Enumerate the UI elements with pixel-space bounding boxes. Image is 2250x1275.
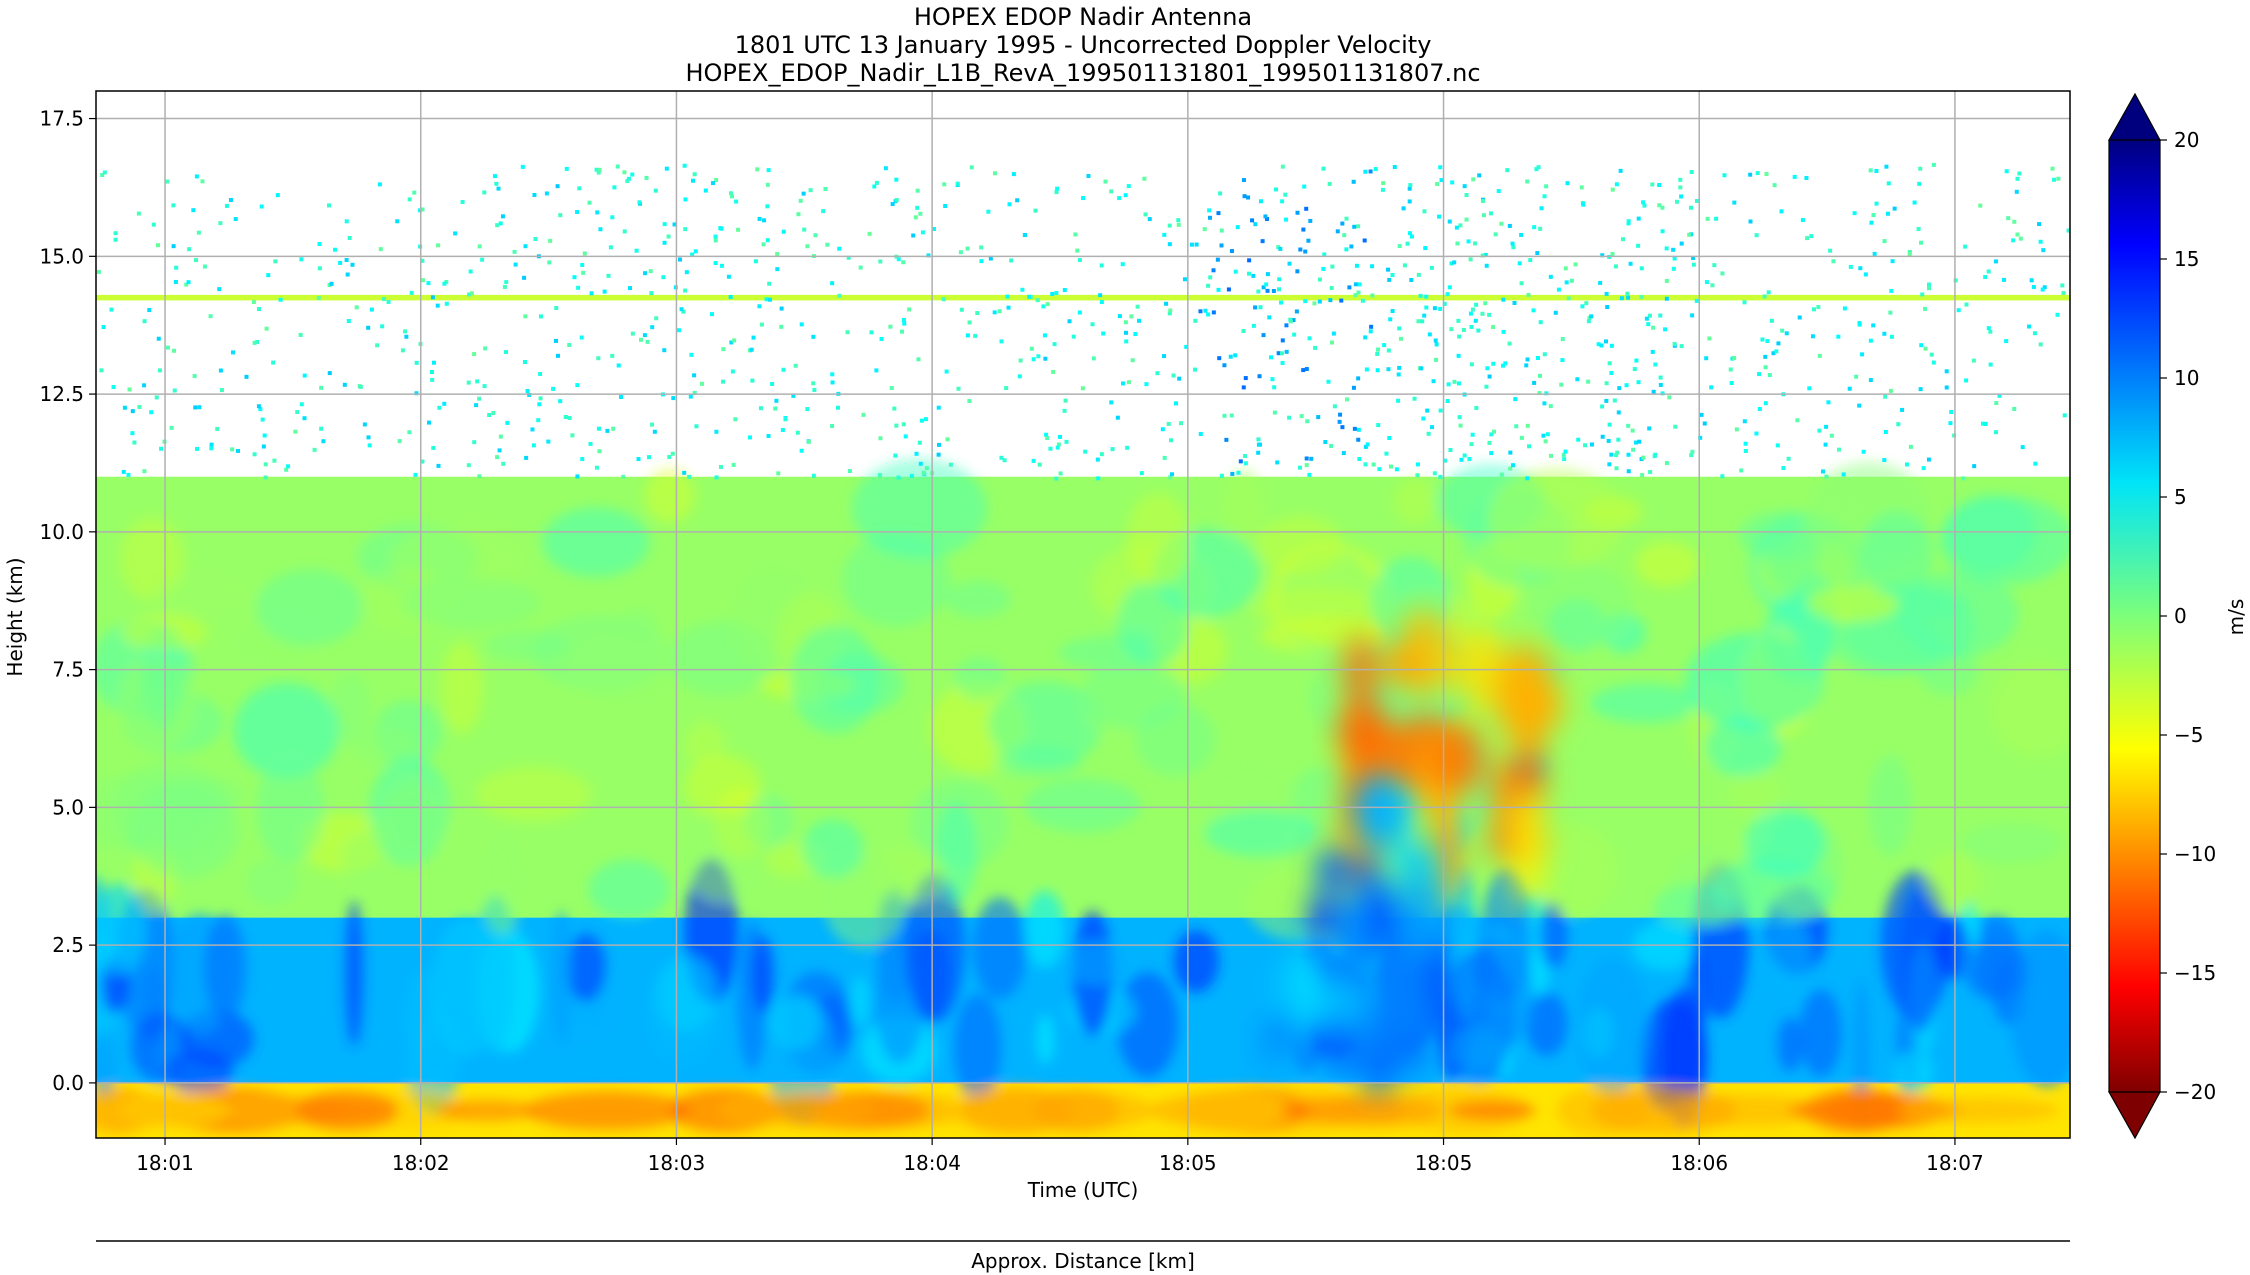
chart-title-line-3: HOPEX_EDOP_Nadir_L1B_RevA_199501131801_1… xyxy=(685,59,1480,87)
y-tick-label: 15.0 xyxy=(39,244,84,268)
colorbar-tick-label: 10 xyxy=(2174,366,2199,390)
y-tick-label: 17.5 xyxy=(39,107,84,131)
colorbar-gradient xyxy=(2108,139,2161,1093)
colorbar-tick-label: −20 xyxy=(2174,1080,2216,1104)
y-tick-label: 0.0 xyxy=(52,1071,84,1095)
colorbar-tick-label: 15 xyxy=(2174,247,2199,271)
x-axis-label: Time (UTC) xyxy=(1027,1178,1139,1202)
plot-area xyxy=(96,91,2070,1138)
x-tick-label: 18:05 xyxy=(1159,1151,1217,1175)
y-tick-label: 5.0 xyxy=(52,795,84,819)
feature-updraft-core xyxy=(1335,609,1564,905)
y-tick-label: 12.5 xyxy=(39,382,84,406)
x-tick-label: 18:07 xyxy=(1926,1151,1984,1175)
x-tick-label: 18:01 xyxy=(136,1151,194,1175)
distance-axis-label: Approx. Distance [km] xyxy=(971,1249,1195,1273)
velocity-texture xyxy=(96,458,2070,1136)
y-tick-label: 2.5 xyxy=(52,933,84,957)
chart-title-line-1: HOPEX EDOP Nadir Antenna xyxy=(914,3,1252,31)
y-axis-label: Height (km) xyxy=(3,557,27,676)
feature-downdraft-core xyxy=(1259,772,1452,1095)
colorbar-label: m/s xyxy=(2224,599,2248,636)
chart-title-line-2: 1801 UTC 13 January 1995 - Uncorrected D… xyxy=(735,31,1432,59)
y-tick-label: 10.0 xyxy=(39,520,84,544)
colorbar-extend-min xyxy=(2107,1091,2162,1140)
colorbar-tick-label: 5 xyxy=(2174,485,2187,509)
x-tick-label: 18:02 xyxy=(392,1151,450,1175)
upper-noise-speckle xyxy=(96,162,2070,481)
colorbar: 20 15 10 5 0 −5 −10 −15 −20 m/s xyxy=(2107,92,2248,1140)
x-tick-label: 18:03 xyxy=(648,1151,706,1175)
colorbar-tick-label: 20 xyxy=(2174,128,2199,152)
layer-line-artifact xyxy=(96,294,2070,301)
x-tick-label: 18:04 xyxy=(903,1151,961,1175)
colorbar-tick-label: −5 xyxy=(2174,723,2203,747)
plot-frame xyxy=(95,90,2071,1139)
colorbar-tick-label: −10 xyxy=(2174,842,2216,866)
colorbar-tick-label: 0 xyxy=(2174,604,2187,628)
grid-lines xyxy=(96,91,2070,1138)
y-tick-label: 7.5 xyxy=(52,658,84,682)
x-tick-label: 18:06 xyxy=(1670,1151,1728,1175)
x-tick-label: 18:05 xyxy=(1415,1151,1473,1175)
colorbar-extend-max xyxy=(2107,92,2162,141)
colorbar-tick-label: −15 xyxy=(2174,961,2216,985)
